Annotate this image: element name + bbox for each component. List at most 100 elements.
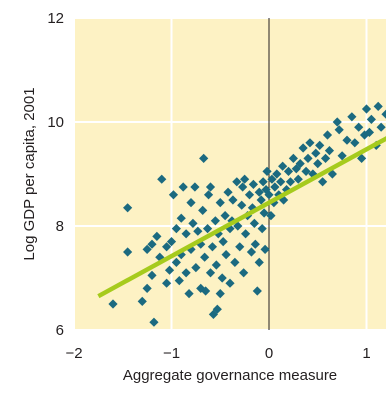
data-point	[205, 268, 216, 278]
y-tick-label: 6	[56, 322, 64, 339]
data-point	[248, 179, 258, 189]
data-point	[230, 257, 240, 267]
x-tick-label: −2	[65, 345, 82, 362]
x-axis-title: Aggregate governance measure	[123, 367, 337, 384]
data-point	[235, 242, 245, 252]
data-point	[220, 211, 230, 221]
data-point	[137, 296, 147, 306]
data-point	[181, 268, 191, 278]
y-tick-label: 12	[47, 10, 64, 27]
data-point	[359, 130, 370, 140]
data-point	[108, 299, 118, 309]
data-point	[250, 239, 260, 249]
data-point	[157, 174, 167, 184]
data-point	[285, 177, 296, 187]
data-point	[291, 164, 301, 174]
data-point	[357, 153, 367, 163]
data-point	[174, 276, 184, 286]
data-point	[123, 247, 133, 257]
data-point	[322, 130, 333, 140]
y-axis-title: Log GDP per capita, 2001	[21, 87, 38, 260]
data-point	[295, 159, 305, 169]
data-point	[272, 169, 282, 179]
data-point	[212, 304, 222, 314]
y-tick-label: 8	[56, 218, 64, 235]
data-point	[376, 122, 386, 132]
data-point	[176, 213, 186, 223]
data-point	[171, 224, 181, 234]
data-point	[313, 159, 323, 169]
data-point	[217, 273, 227, 283]
data-point	[249, 218, 259, 228]
data-point	[244, 190, 255, 200]
x-tick-label: −1	[163, 345, 180, 362]
fit-line	[97, 136, 386, 299]
data-point	[241, 229, 251, 239]
data-point	[270, 182, 280, 192]
data-point	[207, 242, 218, 252]
data-point	[215, 289, 225, 299]
data-point	[218, 237, 228, 247]
data-point	[354, 122, 364, 132]
data-point	[347, 112, 357, 122]
data-point	[200, 252, 210, 262]
data-point	[202, 224, 213, 234]
data-point	[199, 153, 209, 163]
data-point	[201, 286, 211, 296]
data-point	[364, 127, 375, 137]
data-point	[305, 138, 315, 148]
data-point	[184, 289, 194, 299]
data-point	[298, 143, 308, 153]
data-point	[164, 265, 175, 275]
data-point	[311, 148, 321, 158]
data-point	[267, 174, 277, 184]
data-point	[186, 198, 196, 208]
data-point	[254, 257, 264, 267]
data-point	[166, 237, 177, 247]
data-point	[181, 229, 191, 239]
data-point	[254, 187, 264, 197]
data-point	[260, 244, 270, 254]
data-point	[208, 309, 219, 319]
data-point	[149, 317, 159, 327]
data-point	[239, 268, 249, 278]
data-point	[203, 190, 214, 200]
data-point	[225, 278, 235, 288]
x-tick-label: 1	[362, 345, 370, 362]
data-point	[221, 250, 231, 260]
data-point	[361, 104, 372, 114]
data-point	[283, 166, 294, 176]
data-point	[278, 161, 288, 171]
y-tick-labels: 6 8 10 12	[47, 10, 64, 339]
x-tick-label: 0	[265, 345, 273, 362]
data-point	[142, 283, 152, 293]
data-point	[162, 278, 172, 288]
data-point	[262, 166, 272, 176]
data-point	[342, 135, 352, 145]
data-point	[162, 242, 172, 252]
data-point	[191, 263, 201, 273]
data-point	[233, 221, 243, 231]
data-point	[205, 182, 216, 192]
data-point	[256, 195, 266, 205]
data-point	[259, 208, 269, 218]
data-point	[303, 153, 313, 163]
data-point	[168, 190, 179, 200]
data-point	[293, 174, 303, 184]
data-point	[215, 198, 225, 208]
data-point	[366, 114, 376, 124]
data-point	[252, 286, 262, 296]
data-point	[196, 283, 206, 293]
data-point	[237, 200, 247, 210]
data-point	[152, 231, 162, 241]
data-point	[315, 140, 325, 150]
data-point	[246, 247, 257, 257]
data-point	[373, 101, 383, 111]
fit-line-group	[97, 136, 386, 299]
data-point	[238, 182, 248, 192]
data-point	[211, 260, 221, 270]
data-point	[123, 203, 133, 213]
data-point	[188, 218, 198, 228]
data-point	[257, 224, 267, 234]
